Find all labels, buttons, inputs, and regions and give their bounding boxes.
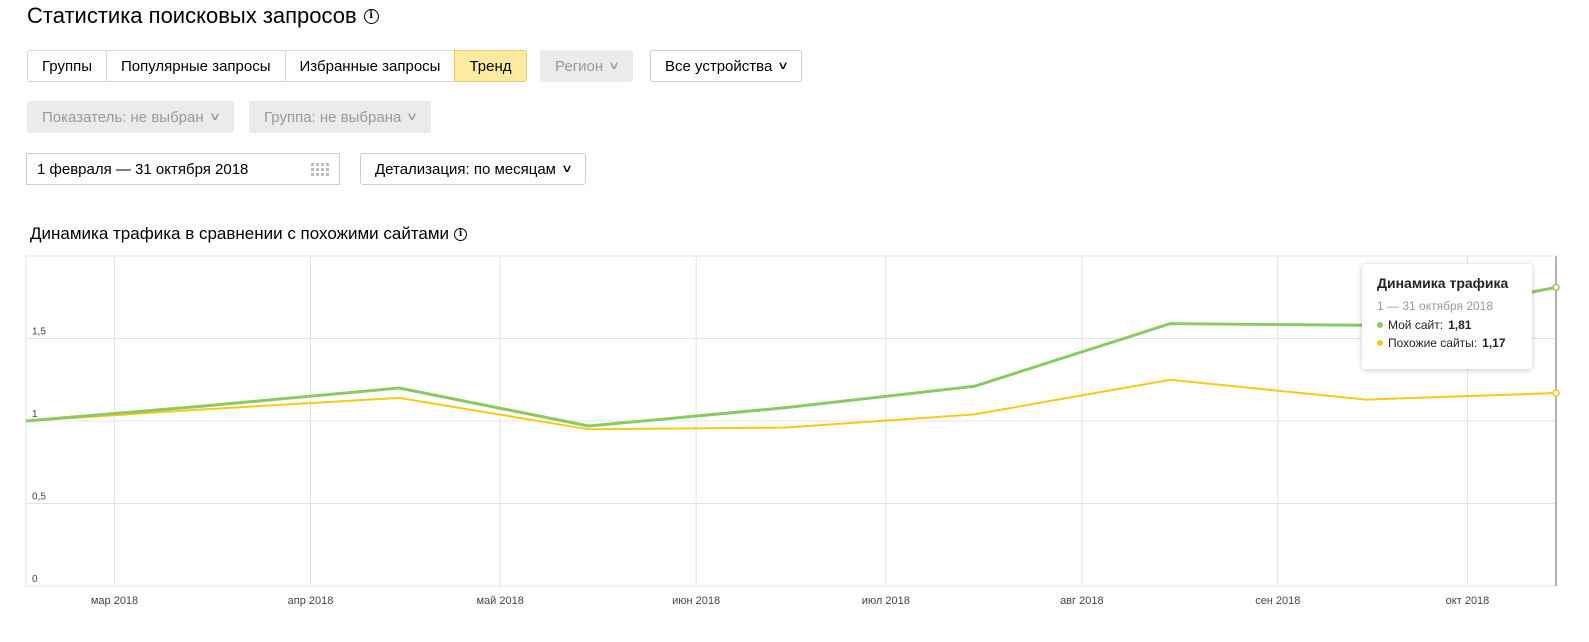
chevron-down-icon: ∨ <box>406 110 419 123</box>
tab-favorite-queries[interactable]: Избранные запросы <box>284 50 456 82</box>
chart-title-text: Динамика трафика в сравнении с похожими … <box>30 224 450 243</box>
chevron-down-icon: ∨ <box>777 59 790 72</box>
view-tabs: Группы Популярные запросы Избранные запр… <box>27 50 527 82</box>
x-tick-label: авг 2018 <box>1060 595 1104 607</box>
tooltip-value: 1,81 <box>1448 318 1472 332</box>
tooltip-value: 1,17 <box>1482 336 1506 350</box>
info-icon[interactable]: i <box>454 227 468 241</box>
calendar-icon[interactable] <box>311 162 329 176</box>
legend-dot-my-site <box>1377 322 1383 328</box>
tab-trend[interactable]: Тренд <box>454 50 527 82</box>
x-tick-label: июл 2018 <box>862 595 910 607</box>
data-point-marker <box>1552 283 1560 292</box>
x-tick-label: май 2018 <box>476 595 523 607</box>
group-dropdown-label: Группа: не выбрана <box>264 108 402 126</box>
page-title: Статистика поисковых запросов i <box>27 3 379 29</box>
devices-dropdown[interactable]: Все устройства ∨ <box>650 50 803 82</box>
tooltip-date: 1 — 31 октября 2018 <box>1377 299 1494 313</box>
series-line-my-site <box>25 285 1557 428</box>
tooltip-row-my-site: Мой сайт: 1,81 <box>1377 318 1517 332</box>
chart-title: Динамика трафика в сравнении с похожими … <box>30 224 468 244</box>
y-tick-label: 0,5 <box>32 492 46 503</box>
tooltip-label: Похожие сайты: <box>1388 336 1478 350</box>
page-title-text: Статистика поисковых запросов <box>27 3 357 28</box>
info-icon[interactable]: i <box>363 8 379 24</box>
devices-dropdown-label: Все устройства <box>665 57 773 75</box>
x-tick-label: июн 2018 <box>672 595 720 607</box>
group-dropdown[interactable]: Группа: не выбрана ∨ <box>249 101 432 133</box>
date-range-input[interactable]: 1 февраля — 31 октября 2018 <box>26 153 340 185</box>
chevron-down-icon: ∨ <box>208 110 221 123</box>
indicator-dropdown-label: Показатель: не выбран <box>42 108 204 126</box>
region-dropdown[interactable]: Регион ∨ <box>540 50 634 82</box>
y-tick-label: 0 <box>32 574 38 585</box>
chart-tooltip: Динамика трафика 1 — 31 октября 2018 Мой… <box>1362 264 1532 369</box>
y-tick-label: 1,5 <box>32 327 46 338</box>
tooltip-title: Динамика трафика <box>1377 275 1509 291</box>
region-dropdown-label: Регион <box>555 57 604 75</box>
indicator-dropdown[interactable]: Показатель: не выбран ∨ <box>27 101 234 133</box>
x-tick-label: сен 2018 <box>1255 595 1300 607</box>
detail-dropdown[interactable]: Детализация: по месяцам ∨ <box>360 153 587 185</box>
tooltip-row-similar: Похожие сайты: 1,17 <box>1377 336 1517 350</box>
legend-dot-similar-sites <box>1377 340 1383 346</box>
y-tick-label: 1 <box>32 409 38 420</box>
date-range-value: 1 февраля — 31 октября 2018 <box>37 160 249 178</box>
chevron-down-icon: ∨ <box>608 59 621 72</box>
tooltip-label: Мой сайт: <box>1388 318 1444 332</box>
chevron-down-icon: ∨ <box>560 162 574 175</box>
data-point-marker <box>1552 389 1560 397</box>
x-tick-label: апр 2018 <box>288 595 334 607</box>
detail-dropdown-label: Детализация: по месяцам <box>375 160 556 178</box>
x-tick-label: окт 2018 <box>1446 595 1490 607</box>
tab-popular-queries[interactable]: Популярные запросы <box>105 50 286 82</box>
traffic-chart: 0 0,5 1 1,5 мар 2018 апр 2018 май 2018 июн 2018… <box>25 255 1560 607</box>
tab-groups[interactable]: Группы <box>27 50 107 82</box>
x-tick-label: мар 2018 <box>91 595 138 607</box>
series-line-similar-sites <box>25 378 1557 431</box>
